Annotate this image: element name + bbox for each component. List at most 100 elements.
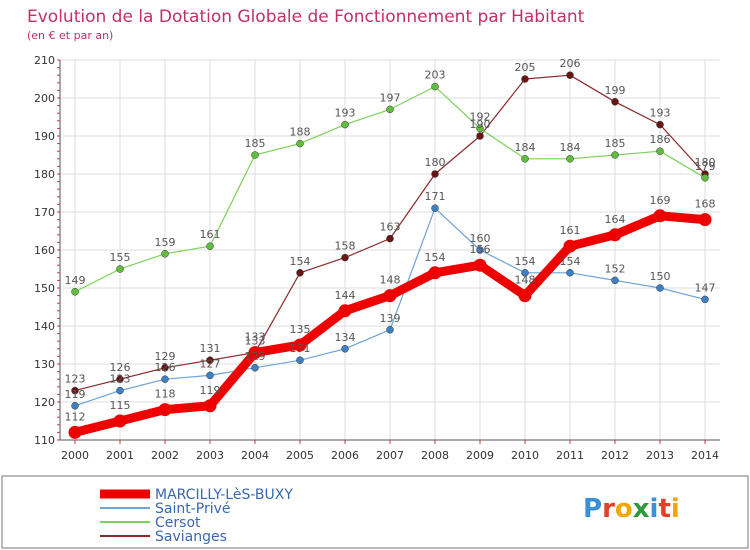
data-point-savianges (431, 170, 439, 178)
data-label-saint-priv: 123 (110, 373, 131, 386)
data-point-cersot (476, 124, 484, 133)
data-point-saint-priv (296, 356, 304, 364)
data-label-cersot: 149 (65, 274, 86, 287)
logo-letter: t (658, 494, 670, 524)
data-label-savianges: 131 (200, 342, 221, 355)
data-label-saint-priv: 134 (335, 331, 356, 344)
data-point-marcilly-l-s-buxy (68, 425, 82, 439)
data-point-savianges (341, 253, 349, 262)
data-point-saint-priv (656, 284, 664, 292)
data-label-cersot: 179 (695, 160, 716, 173)
y-tick-label: 160 (34, 244, 55, 257)
chart-subtitle: (en € et par an) (27, 29, 113, 42)
data-point-savianges (206, 356, 214, 364)
data-point-savianges (566, 71, 574, 79)
data-label-savianges: 123 (65, 373, 86, 386)
data-point-cersot (71, 288, 79, 296)
data-point-cersot (566, 155, 574, 163)
data-point-saint-priv (431, 204, 439, 212)
logo-letter: r (602, 494, 615, 524)
data-point-marcilly-l-s-buxy (248, 346, 262, 360)
data-point-saint-priv (251, 364, 259, 372)
data-point-marcilly-l-s-buxy (698, 213, 712, 227)
data-label-saint-priv: 131 (290, 342, 311, 355)
data-label-savianges: 199 (605, 84, 626, 97)
data-point-savianges (386, 234, 394, 243)
data-label-cersot: 161 (200, 228, 221, 241)
data-label-saint-priv: 119 (65, 388, 86, 401)
data-point-marcilly-l-s-buxy (113, 414, 127, 428)
y-tick-label: 190 (34, 130, 55, 143)
data-point-saint-priv (611, 276, 619, 285)
data-point-cersot (206, 242, 214, 250)
x-tick-label: 2005 (286, 449, 314, 462)
data-label-cersot: 155 (110, 251, 131, 264)
data-point-savianges (71, 386, 79, 395)
legend-label: Savianges (155, 529, 227, 545)
legend-label: Saint-Privé (155, 501, 231, 517)
data-label-saint-priv: 160 (470, 232, 491, 245)
data-label-cersot: 203 (425, 69, 446, 82)
data-point-saint-priv (161, 375, 169, 383)
data-label-savianges: 129 (155, 350, 176, 363)
y-tick-label: 200 (34, 92, 55, 105)
data-label-marcilly-l-s-buxy: 135 (290, 323, 311, 336)
data-label-marcilly-l-s-buxy: 118 (155, 388, 176, 401)
data-label-savianges: 180 (425, 156, 446, 169)
data-label-marcilly-l-s-buxy: 154 (425, 251, 446, 264)
data-label-cersot: 184 (515, 141, 536, 154)
data-point-cersot (431, 82, 439, 91)
legend-box (1, 475, 749, 549)
data-label-saint-priv: 152 (605, 262, 626, 275)
data-label-marcilly-l-s-buxy: 133 (245, 331, 266, 344)
data-label-marcilly-l-s-buxy: 168 (695, 198, 716, 211)
data-label-savianges: 163 (380, 221, 401, 234)
data-label-savianges: 193 (650, 107, 671, 120)
data-label-cersot: 192 (470, 110, 491, 123)
data-label-cersot: 188 (290, 126, 311, 139)
x-tick-label: 2013 (646, 449, 674, 462)
data-label-savianges: 180 (695, 156, 716, 169)
data-point-cersot (611, 151, 619, 159)
x-tick-label: 2009 (466, 449, 494, 462)
x-tick-label: 2011 (556, 449, 584, 462)
data-point-saint-priv (206, 371, 214, 380)
data-label-saint-priv: 150 (650, 270, 671, 283)
data-label-savianges: 190 (470, 118, 491, 131)
logo-letter: o (615, 494, 633, 524)
y-tick-label: 180 (34, 168, 55, 181)
data-label-saint-priv: 129 (245, 350, 266, 363)
data-label-saint-priv: 171 (425, 190, 446, 203)
data-point-marcilly-l-s-buxy (518, 289, 532, 303)
data-label-savianges: 133 (245, 335, 266, 348)
data-label-savianges: 154 (290, 255, 311, 268)
legend: MARCILLY-LèS-BUXYSaint-PrivéCersotSavian… (100, 487, 293, 545)
data-point-saint-priv (521, 269, 529, 277)
data-point-marcilly-l-s-buxy (608, 228, 622, 242)
data-point-cersot (296, 139, 304, 148)
data-label-marcilly-l-s-buxy: 156 (470, 243, 491, 256)
data-label-cersot: 159 (155, 236, 176, 249)
x-tick-label: 2003 (196, 449, 224, 462)
data-label-saint-priv: 147 (695, 281, 716, 294)
x-tick-label: 2001 (106, 449, 134, 462)
data-label-marcilly-l-s-buxy: 112 (65, 410, 86, 423)
data-label-saint-priv: 154 (515, 255, 536, 268)
logo-letter: i (671, 494, 680, 524)
data-point-cersot (341, 120, 349, 129)
data-label-marcilly-l-s-buxy: 144 (335, 289, 356, 302)
logo-letter: x (633, 494, 650, 524)
data-label-savianges: 206 (560, 57, 581, 70)
x-tick-label: 2008 (421, 449, 449, 462)
x-tick-label: 2007 (376, 449, 404, 462)
data-label-savianges: 158 (335, 240, 356, 253)
data-point-marcilly-l-s-buxy (653, 209, 667, 223)
data-point-savianges (116, 375, 124, 383)
data-point-saint-priv (701, 295, 709, 304)
data-point-cersot (161, 250, 169, 258)
y-tick-label: 140 (34, 320, 55, 333)
series-group (68, 71, 712, 439)
data-point-saint-priv (476, 246, 484, 254)
data-label-cersot: 185 (245, 137, 266, 150)
x-tick-label: 2006 (331, 449, 359, 462)
